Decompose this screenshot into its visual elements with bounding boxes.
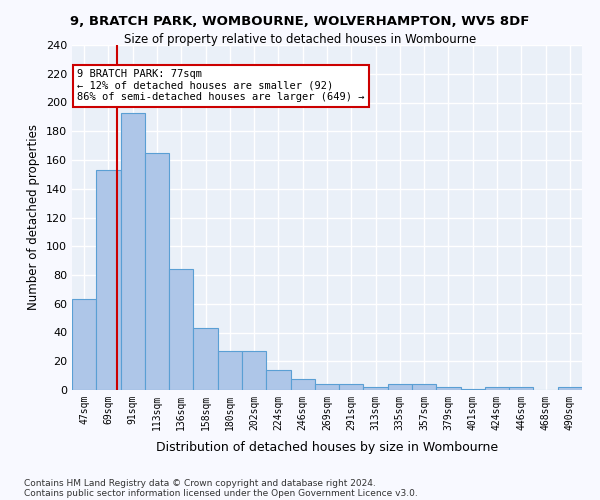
Text: Size of property relative to detached houses in Wombourne: Size of property relative to detached ho… [124,32,476,46]
Bar [485,387,509,390]
Bar [290,378,315,390]
Bar [193,328,218,390]
Bar [558,387,582,390]
Bar [145,153,169,390]
Bar [364,387,388,390]
Y-axis label: Number of detached properties: Number of detached properties [28,124,40,310]
Bar [388,384,412,390]
Bar [315,384,339,390]
X-axis label: Distribution of detached houses by size in Wombourne: Distribution of detached houses by size … [156,441,498,454]
Bar [412,384,436,390]
Bar [96,170,121,390]
Bar [218,351,242,390]
Bar [339,384,364,390]
Bar [169,269,193,390]
Text: 9 BRATCH PARK: 77sqm
← 12% of detached houses are smaller (92)
86% of semi-detac: 9 BRATCH PARK: 77sqm ← 12% of detached h… [77,69,365,102]
Bar [72,300,96,390]
Bar [436,387,461,390]
Bar [242,351,266,390]
Bar [266,370,290,390]
Text: Contains HM Land Registry data © Crown copyright and database right 2024.: Contains HM Land Registry data © Crown c… [24,478,376,488]
Text: Contains public sector information licensed under the Open Government Licence v3: Contains public sector information licen… [24,488,418,498]
Bar [509,387,533,390]
Bar [121,112,145,390]
Bar [461,388,485,390]
Text: 9, BRATCH PARK, WOMBOURNE, WOLVERHAMPTON, WV5 8DF: 9, BRATCH PARK, WOMBOURNE, WOLVERHAMPTON… [70,15,530,28]
